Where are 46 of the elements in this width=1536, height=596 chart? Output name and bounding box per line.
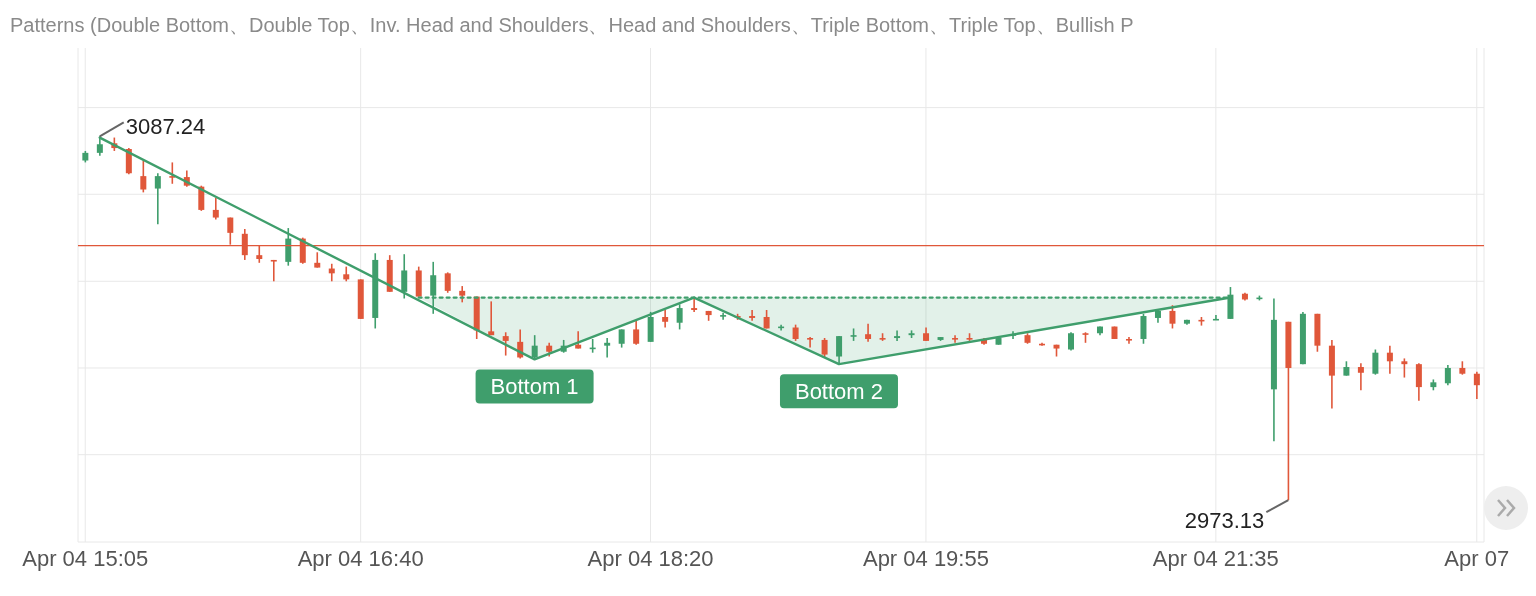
x-tick-label: Apr 04 15:05 xyxy=(22,545,149,571)
candlestick xyxy=(212,197,219,221)
annotation: 2973.13 xyxy=(1184,508,1265,534)
candlestick xyxy=(662,309,669,329)
candlestick xyxy=(691,296,698,313)
candlestick xyxy=(1415,362,1422,402)
candlestick xyxy=(531,334,538,360)
candlestick xyxy=(154,172,161,226)
candlestick xyxy=(314,251,321,269)
candlestick xyxy=(749,309,756,322)
x-tick-label: Apr 04 19:55 xyxy=(862,545,989,571)
candlestick xyxy=(285,227,292,267)
x-tick-label: Apr 04 16:40 xyxy=(297,545,424,571)
candlestick xyxy=(1386,344,1393,375)
candlestick xyxy=(1068,331,1074,352)
candlestick xyxy=(1357,362,1364,392)
candlestick xyxy=(604,337,611,359)
candlestick xyxy=(865,322,872,343)
candlestick xyxy=(1401,357,1408,379)
candlestick xyxy=(488,300,495,336)
candlestick xyxy=(618,328,625,349)
candlestick xyxy=(1212,314,1219,321)
candlestick xyxy=(952,334,959,344)
candlestick xyxy=(676,303,683,331)
candlestick xyxy=(1125,336,1132,345)
annotation: 3087.24 xyxy=(125,114,206,140)
annotation: Bottom 2 xyxy=(794,379,883,405)
candlestick xyxy=(720,312,727,321)
chart-title: Patterns (Double Bottom、Double Top、Inv. Head and Shoulders、Head and Shoulders、Triple Bottom、Triple Top、Bullish P xyxy=(10,14,1134,36)
candlestick xyxy=(444,271,451,294)
candlestick xyxy=(807,336,814,349)
candlestick xyxy=(894,329,901,342)
candlestick xyxy=(1372,348,1379,376)
x-tick-label: Apr 07 xyxy=(1444,545,1510,571)
candlestick xyxy=(821,337,828,359)
candlestick xyxy=(1473,371,1480,400)
candlestick xyxy=(1169,304,1176,330)
candlestick xyxy=(1444,364,1451,386)
candlestick xyxy=(401,253,408,300)
x-tick-label: Apr 04 21:35 xyxy=(1152,545,1279,571)
candlestick xyxy=(633,320,640,346)
candlestick xyxy=(140,159,147,194)
x-tick-label: Apr 04 18:20 xyxy=(587,545,714,571)
candlestick xyxy=(1140,313,1147,345)
annotation: Bottom 1 xyxy=(490,374,579,400)
candlestick xyxy=(502,331,509,357)
